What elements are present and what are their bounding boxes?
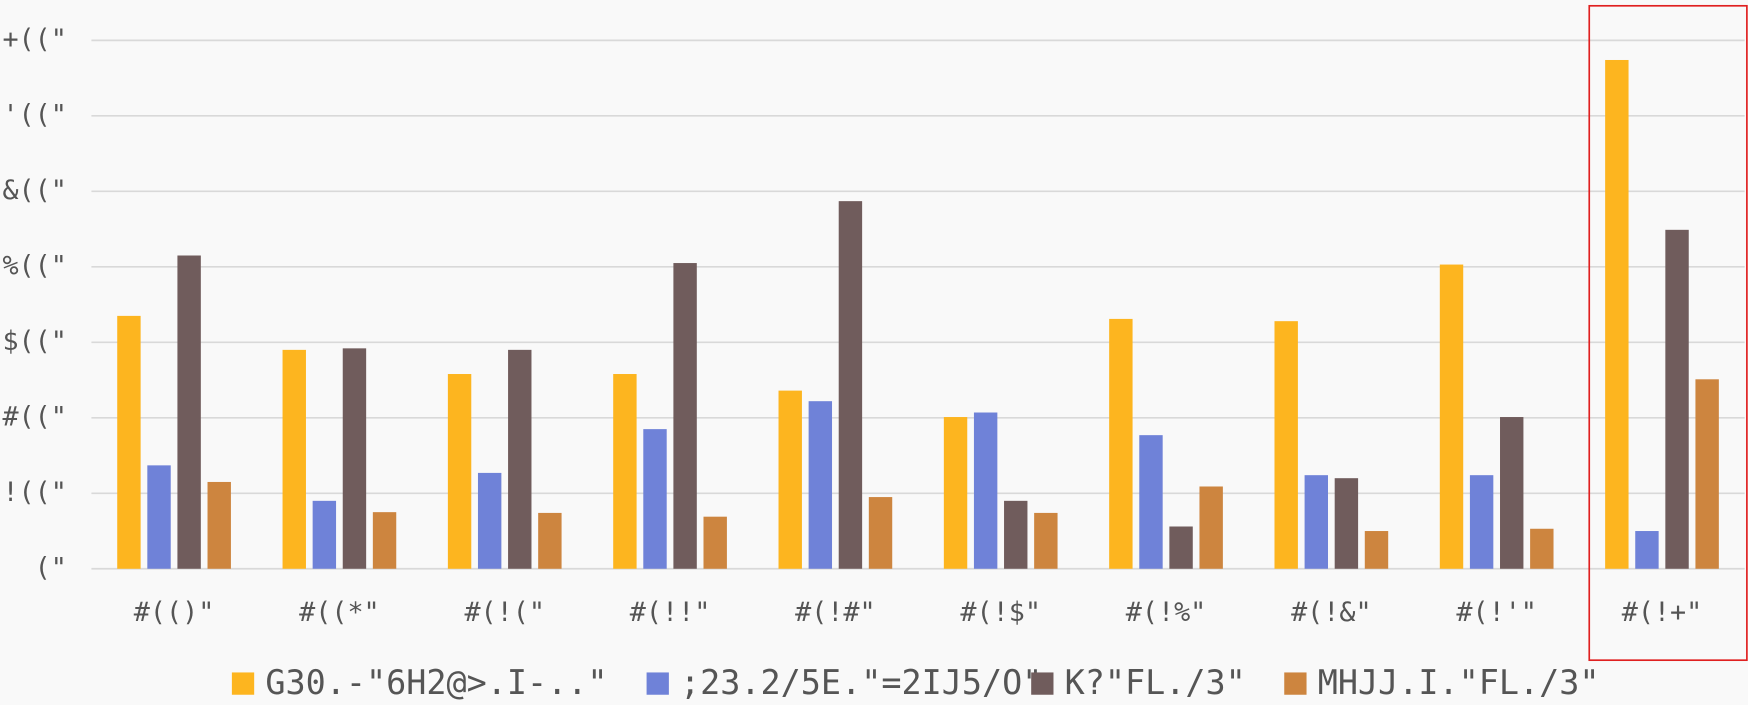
legend-label: MHJJ.I."FL./3"	[1318, 663, 1600, 702]
x-tick-label: #(!'"	[1456, 597, 1537, 628]
bar	[1199, 486, 1223, 569]
bar	[1139, 435, 1163, 569]
bar	[282, 349, 306, 569]
bar	[312, 500, 337, 569]
x-tick-label: #(!!"	[630, 597, 711, 628]
legend-swatch	[1031, 672, 1054, 695]
bar	[147, 465, 171, 569]
legend-swatch	[231, 672, 255, 695]
bar	[778, 390, 802, 569]
y-tick-label: $(("	[2, 326, 66, 357]
bar	[1364, 531, 1389, 569]
x-tick-label: #(!("	[464, 597, 545, 628]
bar	[808, 401, 833, 569]
x-tick-label: #(!#"	[795, 597, 876, 628]
bar	[1109, 318, 1133, 569]
bar	[1004, 500, 1028, 569]
bar	[342, 348, 367, 569]
bar	[1274, 321, 1298, 569]
bar	[1635, 531, 1659, 569]
bar	[447, 374, 472, 569]
bar	[703, 516, 727, 569]
y-tick-label: +(("	[2, 24, 66, 55]
x-tick-label: #(!%"	[1126, 597, 1207, 628]
bar	[1530, 528, 1554, 569]
bar	[538, 512, 562, 569]
bar	[943, 417, 968, 569]
bar	[973, 412, 998, 569]
bar	[1605, 59, 1629, 569]
bar	[1169, 526, 1193, 569]
bar	[1034, 512, 1058, 569]
highlight-box	[1588, 4, 1748, 662]
x-tick-label: #(!+"	[1622, 597, 1703, 628]
legend-label: G30.-"6H2@>.I-.."	[265, 663, 607, 702]
y-tick-label: ("	[35, 552, 67, 583]
y-tick-label: #(("	[2, 401, 66, 432]
y-tick-label: &(("	[2, 175, 66, 206]
bar	[207, 481, 231, 569]
bar	[508, 349, 532, 569]
bar	[1304, 475, 1329, 569]
legend-label: K?"FL./3"	[1065, 663, 1246, 702]
x-tick-label: #(()"	[134, 597, 215, 628]
x-tick-label: #(!&"	[1291, 597, 1372, 628]
bar	[477, 472, 502, 569]
bar	[1695, 379, 1719, 569]
bar	[673, 263, 697, 569]
bar	[643, 429, 667, 569]
bar	[372, 512, 397, 569]
bar	[868, 497, 893, 569]
bar	[1500, 417, 1524, 569]
y-tick-label: '(("	[2, 99, 66, 130]
bar	[1469, 475, 1494, 569]
y-tick-label: %(("	[2, 250, 66, 281]
legend-swatch	[646, 672, 669, 695]
y-tick-label: !(("	[2, 477, 66, 508]
x-tick-label: #(!$"	[960, 597, 1041, 628]
bar	[117, 315, 141, 569]
bar	[177, 255, 201, 569]
bar	[1334, 478, 1359, 569]
x-tick-label: #((*"	[299, 597, 380, 628]
bar	[613, 374, 637, 569]
bar	[1665, 229, 1689, 569]
bar	[838, 201, 863, 569]
legend-label: ;23.2/5E."=2IJ5/O"	[680, 663, 1042, 702]
legend-swatch	[1284, 672, 1307, 695]
bar	[1439, 264, 1464, 569]
